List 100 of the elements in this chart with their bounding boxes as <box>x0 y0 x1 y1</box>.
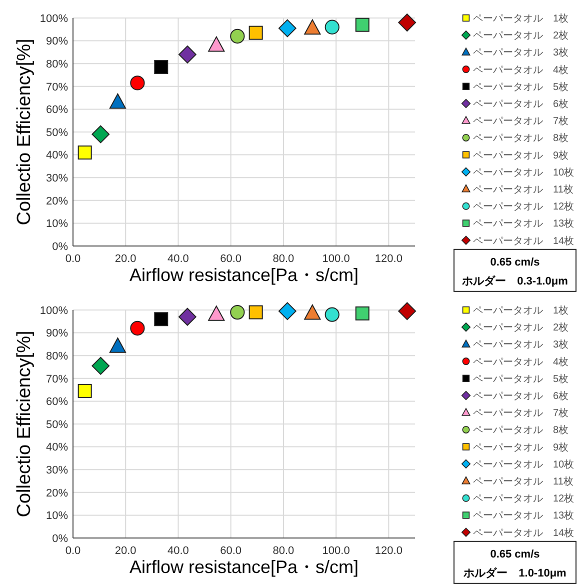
legend-label: ペーパータオル 2枚 <box>473 322 569 334</box>
x-tick-label: 60.0 <box>220 545 242 557</box>
legend-label: ペーパータオル 7枚 <box>473 407 569 420</box>
point <box>208 36 225 52</box>
legend-label: ペーパータオル 9枚 <box>473 149 569 162</box>
point <box>355 306 370 320</box>
legend-label: ペーパータオル 5枚 <box>473 372 569 385</box>
point <box>304 304 321 320</box>
text: 0.65 cm/s <box>490 256 540 268</box>
legend-label: ペーパータオル 10枚 <box>473 166 574 178</box>
y-tick-label: 70% <box>46 373 68 386</box>
y-tick-label: 10% <box>46 510 68 522</box>
y-tick-label: 0% <box>52 532 68 545</box>
x-tick-label: 60.0 <box>220 253 242 265</box>
x-tick-label: 120.0 <box>374 545 402 557</box>
legend-label: ペーパータオル 1枚 <box>473 12 569 24</box>
y-tick-label: 100% <box>40 12 68 25</box>
x-tick-label: 100.0 <box>322 253 350 265</box>
x-tick-label: 100.0 <box>322 545 350 557</box>
legend-label: ペーパータオル 1枚 <box>473 304 569 316</box>
y-tick-label: 30% <box>46 464 68 476</box>
point <box>92 125 110 144</box>
y-tick-label: 70% <box>46 81 68 94</box>
x-tick-label: 20.0 <box>114 253 136 265</box>
legend-label: ペーパータオル 14枚 <box>473 526 574 539</box>
y-tick-label: 0% <box>52 240 68 253</box>
point <box>230 304 245 320</box>
y-tick-label: 40% <box>46 150 68 162</box>
y-tick-label: 90% <box>46 328 68 340</box>
y-tick-label: 30% <box>46 172 68 184</box>
legend-label: ペーパータオル 7枚 <box>473 115 569 128</box>
x-tick-label: 20.0 <box>114 545 136 557</box>
x-axis-title: Airflow resistance[Pa・s/cm] <box>129 265 359 285</box>
legend-label: ペーパータオル 13枚 <box>473 510 574 522</box>
point <box>355 18 370 32</box>
y-tick-label: 100% <box>40 304 68 317</box>
point <box>78 384 92 398</box>
point <box>398 302 416 320</box>
y-tick-label: 80% <box>46 58 68 70</box>
y-axis-title: Collectio Efficiency[%] <box>14 38 35 226</box>
y-tick-label: 90% <box>46 36 68 48</box>
point <box>78 146 92 160</box>
legend-label: ペーパータオル 12枚 <box>473 492 574 505</box>
point <box>324 20 340 34</box>
point <box>109 93 126 109</box>
legend-label: ペーパータオル 4枚 <box>473 64 569 76</box>
point <box>130 320 145 336</box>
y-axis-title: Collectio Efficiency[%] <box>14 330 35 518</box>
point <box>154 60 168 74</box>
legend-label: ペーパータオル 8枚 <box>473 424 569 436</box>
point <box>92 356 110 375</box>
legend-label: ペーパータオル 3枚 <box>473 46 569 59</box>
legend-label: ペーパータオル 8枚 <box>473 132 569 144</box>
point <box>324 307 340 322</box>
legend-label: ペーパータオル 11枚 <box>473 476 574 488</box>
x-tick-label: 0.0 <box>65 545 81 557</box>
point <box>154 312 168 326</box>
y-tick-label: 20% <box>46 487 68 500</box>
point <box>109 338 126 353</box>
legend-label: ペーパータオル 14枚 <box>473 234 574 247</box>
point <box>178 46 196 64</box>
legend-label: ペーパータオル 11枚 <box>473 184 574 196</box>
x-tick-label: 80.0 <box>272 545 294 557</box>
x-tick-label: 40.0 <box>168 545 189 557</box>
x-tick-label: 40.0 <box>168 253 189 265</box>
y-tick-label: 50% <box>46 418 68 431</box>
x-tick-label: 80.0 <box>272 253 294 265</box>
text: ホルダー 1.0-10μm <box>462 566 567 580</box>
x-tick-label: 120.0 <box>374 253 402 265</box>
y-tick-label: 80% <box>46 350 68 362</box>
y-tick-label: 60% <box>46 396 68 408</box>
legend-label: ペーパータオル 4枚 <box>473 356 569 368</box>
point <box>208 306 225 321</box>
y-tick-label: 10% <box>46 218 68 230</box>
legend-label: ペーパータオル 2枚 <box>473 30 569 42</box>
legend-label: ペーパータオル 6枚 <box>473 98 569 110</box>
legend-label: ペーパータオル 9枚 <box>473 441 569 454</box>
point <box>304 19 321 35</box>
point <box>278 302 296 320</box>
point <box>248 26 263 40</box>
legend-label: ペーパータオル 6枚 <box>473 390 569 402</box>
y-tick-label: 20% <box>46 195 68 208</box>
x-axis-title: Airflow resistance[Pa・s/cm] <box>129 557 359 577</box>
x-tick-label: 0.0 <box>65 253 81 265</box>
point <box>248 305 263 320</box>
point <box>130 76 145 90</box>
legend-label: ペーパータオル 3枚 <box>473 338 569 351</box>
legend-label: ペーパータオル 5枚 <box>473 80 569 93</box>
legend-label: ペーパータオル 13枚 <box>473 218 574 230</box>
point <box>230 28 245 44</box>
point <box>398 14 416 32</box>
y-tick-label: 60% <box>46 104 68 116</box>
text: ホルダー 0.3-1.0μm <box>461 274 568 288</box>
legend-label: ペーパータオル 12枚 <box>473 200 574 213</box>
y-tick-label: 50% <box>46 126 68 139</box>
point <box>278 19 296 38</box>
y-tick-label: 40% <box>46 442 68 454</box>
text: 0.65 cm/s <box>490 548 540 560</box>
point <box>178 308 196 326</box>
legend-label: ペーパータオル 10枚 <box>473 458 574 470</box>
